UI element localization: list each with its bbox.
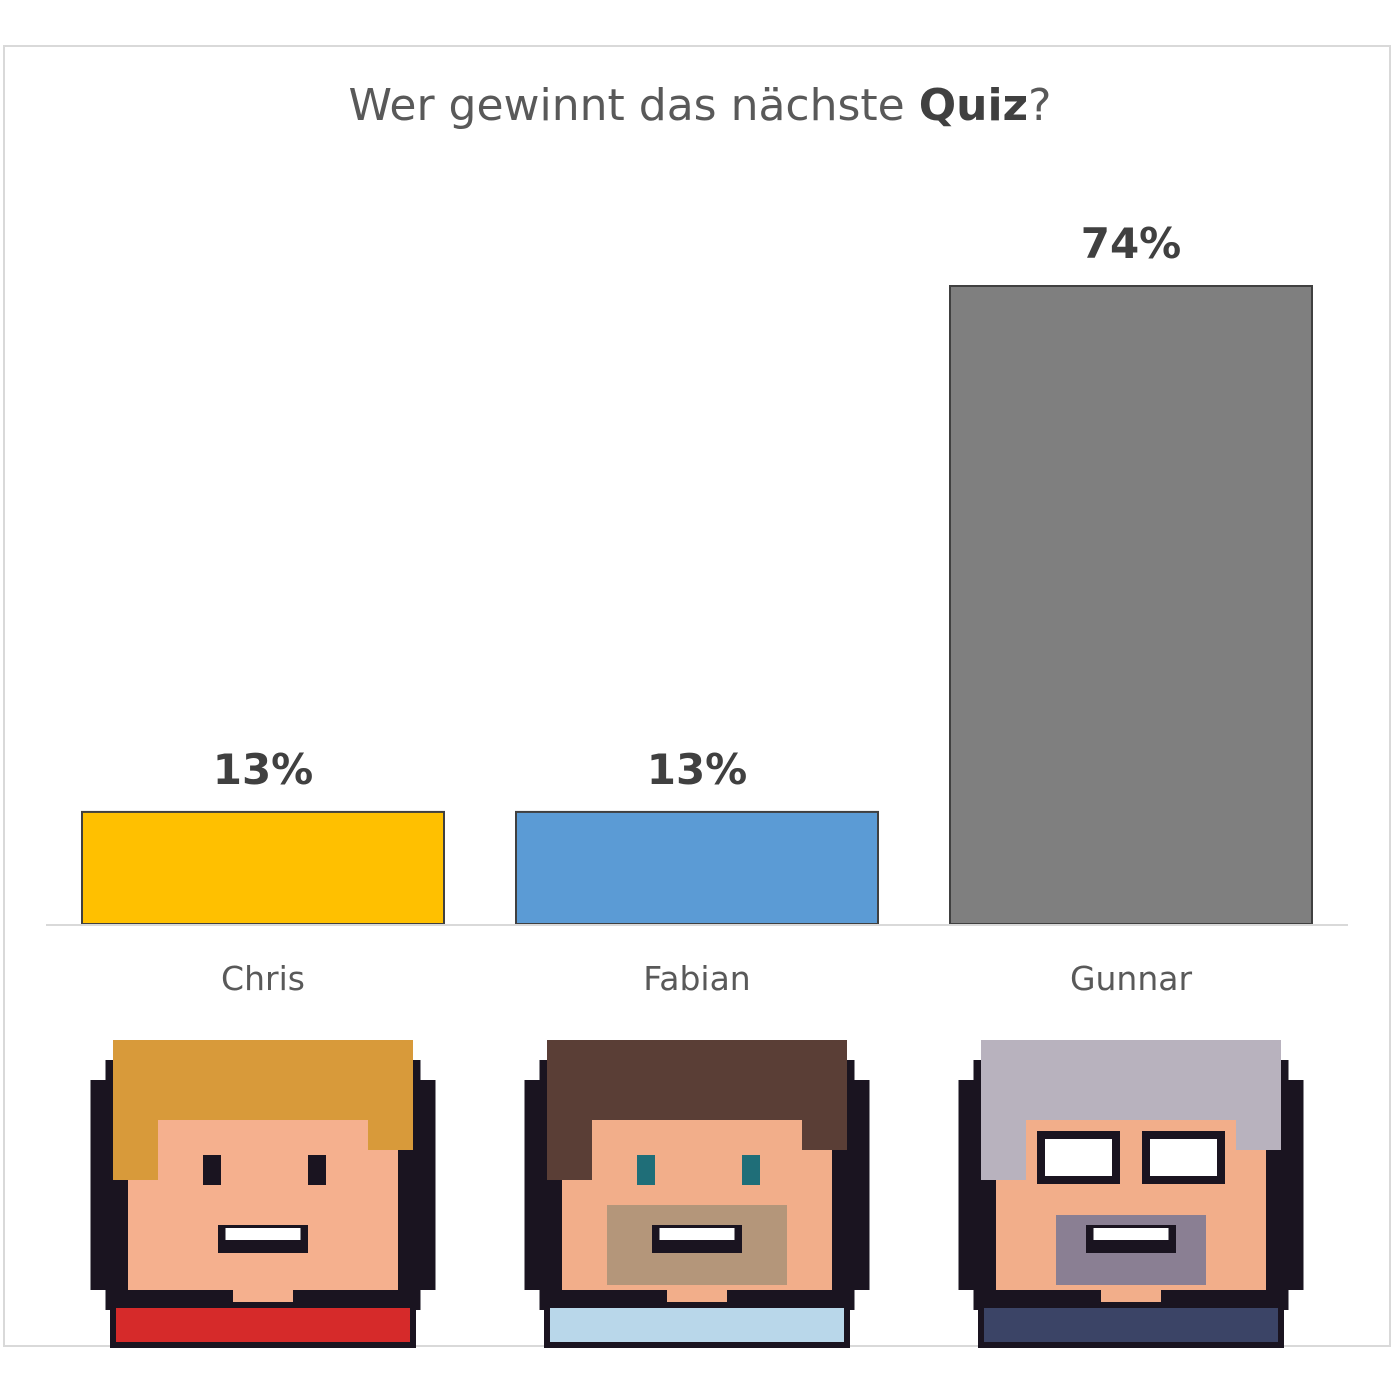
chris-avatar [90,1040,436,1348]
category-label-chris: Chris [221,959,305,998]
data-label-chris: 13% [213,745,314,794]
chart-title-bold: Quiz [918,80,1029,131]
bar-chris [81,810,445,926]
category-label-gunnar: Gunnar [1070,959,1193,998]
chart-title-suffix: ? [1028,80,1052,131]
data-label-fabian: 13% [647,745,748,794]
bar-gunnar [949,285,1313,925]
data-label-gunnar: 74% [1081,219,1182,268]
category-label-fabian: Fabian [643,959,750,998]
gunnar-avatar [958,1040,1304,1348]
bar-fabian [515,810,879,926]
chart-title-prefix: Wer gewinnt das nächste [348,80,919,131]
chart-title: Wer gewinnt das nächste Quiz? [0,80,1400,131]
fabian-avatar [524,1040,870,1348]
